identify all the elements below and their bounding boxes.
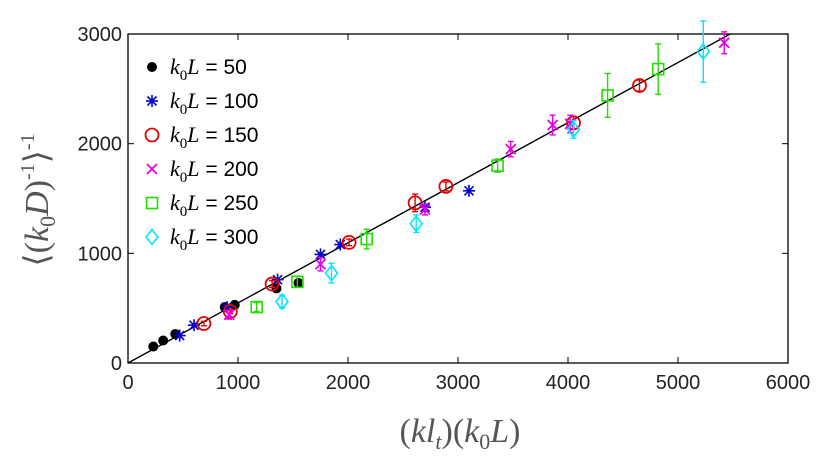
x-tick-label: 4000	[546, 372, 591, 394]
data-point	[438, 179, 454, 194]
data-point	[222, 304, 238, 319]
error-bar	[269, 280, 276, 289]
data-point	[196, 316, 212, 331]
legend-item: k0L = 300	[144, 224, 259, 254]
data-point	[148, 341, 159, 352]
legend-marker	[146, 95, 158, 107]
x-tick-label: 2000	[326, 372, 371, 394]
data-point	[505, 143, 517, 155]
data-point	[407, 195, 423, 211]
error-bar	[655, 43, 662, 96]
data-point	[566, 120, 581, 139]
error-bar	[442, 181, 449, 192]
data-point	[221, 301, 233, 314]
data-points-layer	[148, 20, 730, 352]
data-point	[274, 292, 290, 311]
legend-item: k0L = 150	[144, 122, 259, 152]
data-point	[651, 62, 665, 76]
x-axis-label: (klt)(k0L)	[400, 413, 521, 454]
data-point	[491, 159, 504, 172]
data-point	[158, 335, 169, 346]
data-point	[291, 275, 304, 289]
series-0	[148, 277, 304, 352]
legend-marker	[147, 62, 157, 72]
error-bar	[253, 301, 260, 313]
data-point	[409, 214, 424, 233]
axis-ticks: 0 1000 2000 3000 4000 5000 6000 0 1000 2000 3000	[78, 24, 811, 394]
legend-item: k0L = 250	[145, 190, 259, 220]
data-point	[264, 276, 280, 292]
data-point	[314, 258, 327, 270]
legend-label: k0L = 150	[170, 122, 259, 152]
data-point	[173, 329, 186, 342]
x-tick-label: 6000	[766, 372, 811, 394]
legend-label: k0L = 250	[170, 190, 259, 220]
x-tick-label: 5000	[656, 372, 701, 394]
legend-item: k0L = 50	[147, 54, 247, 84]
data-point	[293, 277, 304, 288]
legend-label: k0L = 300	[170, 224, 259, 254]
data-point	[360, 232, 374, 246]
x-tick-label: 3000	[436, 372, 481, 394]
series-3	[223, 31, 730, 321]
y-tick-label: 1000	[78, 243, 123, 265]
series-5	[274, 20, 711, 311]
data-point	[324, 264, 339, 282]
data-point	[250, 300, 263, 314]
data-point	[632, 78, 647, 93]
y-tick-label: 3000	[78, 24, 123, 46]
error-bar	[700, 20, 707, 83]
legend-marker	[144, 228, 160, 246]
data-point	[223, 309, 235, 321]
data-point	[546, 119, 559, 131]
legend-label: k0L = 100	[170, 88, 259, 118]
error-bar	[346, 238, 353, 247]
y-tick-label: 2000	[78, 134, 123, 156]
legend: k0L = 50 k0L = 100 k0L = 150 k0L = 200 k0L =…	[144, 54, 259, 254]
y-tick-label: 0	[111, 353, 122, 375]
legend-marker	[144, 127, 160, 143]
data-point	[696, 42, 711, 61]
error-bar	[363, 228, 370, 250]
legend-item: k0L = 100	[146, 88, 259, 118]
legend-label: k0L = 50	[170, 54, 247, 84]
legend-item: k0L = 200	[146, 156, 259, 186]
data-point	[463, 184, 475, 197]
y-axis-label: ⟨(k0D)-1⟩-1	[17, 133, 60, 266]
legend-marker	[146, 163, 158, 175]
data-point	[334, 238, 347, 251]
data-point	[341, 234, 357, 250]
data-point	[419, 203, 431, 216]
legend-marker	[145, 196, 159, 210]
series-4	[250, 43, 665, 314]
error-bar	[200, 320, 207, 327]
x-tick-label: 1000	[216, 372, 261, 394]
error-bar	[604, 72, 611, 119]
legend-label: k0L = 200	[170, 156, 259, 186]
data-point	[718, 37, 730, 49]
data-point	[601, 89, 614, 102]
series-2	[196, 78, 647, 331]
x-tick-label: 0	[122, 372, 133, 394]
error-bar	[494, 158, 501, 173]
